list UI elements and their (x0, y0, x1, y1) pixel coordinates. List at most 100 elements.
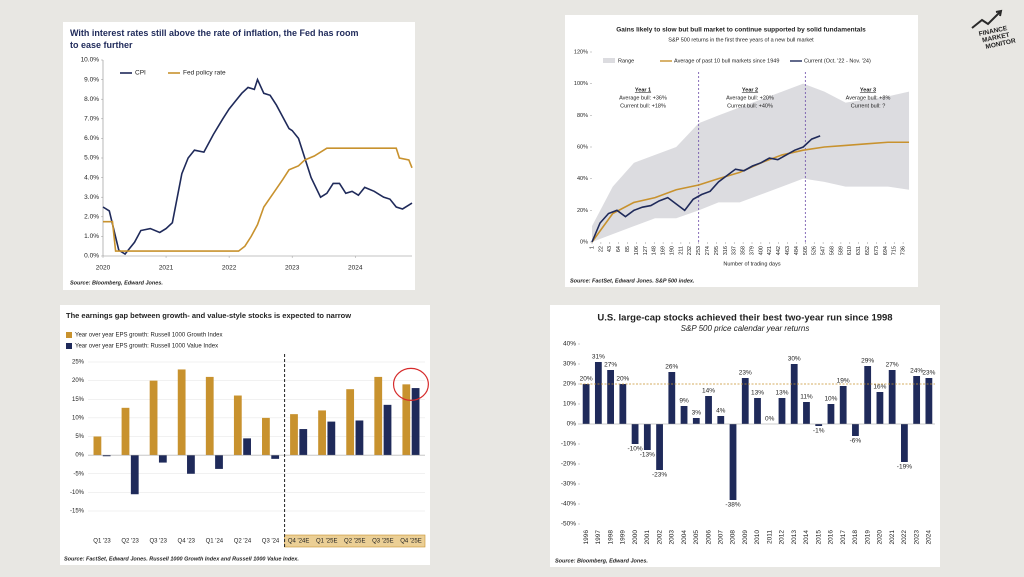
x-tick-label: 505 (803, 246, 809, 255)
x-tick-label: 2003 (669, 530, 676, 545)
bar (815, 424, 823, 426)
x-tick-label: 2008 (730, 530, 737, 545)
y-tick-label: 6.0% (84, 135, 99, 142)
y-tick-label: 5.0% (84, 155, 99, 162)
legend-swatch (66, 332, 72, 338)
x-tick-label: 2000 (632, 530, 639, 545)
x-tick-label: 484 (794, 246, 800, 255)
bar (607, 370, 614, 424)
y-tick-label: -40% (561, 501, 576, 508)
legend-label: Average of past 10 bull markets since 19… (674, 58, 779, 64)
bar (631, 424, 639, 444)
x-tick-label: Q1 '25E (316, 539, 338, 545)
annotation: Current bull: ? (851, 103, 886, 109)
y-tick-label: 8.0% (84, 96, 99, 103)
value-label: 14% (702, 388, 715, 395)
y-tick-label: 100% (574, 81, 588, 87)
bar (233, 395, 242, 456)
bar (121, 407, 130, 456)
bar (262, 417, 270, 456)
y-tick-label: 1.0% (84, 233, 99, 240)
value-label: 29% (861, 358, 874, 365)
y-tick-label: -10% (561, 441, 576, 448)
x-tick-label: 2021 (889, 530, 896, 545)
bar (177, 369, 186, 456)
source: Source: Bloomberg, Edward Jones. (555, 558, 648, 564)
annotation: Average bull: +20% (726, 95, 774, 101)
x-tick-label: 358 (741, 246, 747, 255)
source: Source: FactSet, Edward Jones. Russell 1… (64, 556, 299, 562)
x-tick-label: 568 (829, 246, 835, 255)
y-tick-label: -5% (73, 471, 84, 477)
value-label: 9% (679, 398, 689, 405)
bar (243, 438, 251, 456)
legend-label: Year over year EPS growth: Russell 1000 … (75, 344, 218, 350)
y-tick-label: 4.0% (84, 174, 99, 181)
bar (692, 418, 700, 424)
x-tick-label: 2014 (803, 530, 810, 545)
x-tick-label: 106 (634, 246, 640, 255)
x-tick-label: 190 (669, 246, 675, 255)
legend-label: Fed policy rate (183, 70, 226, 77)
value-label: 20% (580, 376, 593, 383)
bar (852, 424, 859, 436)
value-label: -6% (850, 438, 862, 445)
x-tick-label: 1 (589, 246, 595, 249)
bar (102, 455, 111, 457)
x-tick-label: 442 (776, 246, 782, 255)
y-tick-label: 0% (75, 453, 84, 459)
chart-title: Gains likely to slow but bull market to … (616, 27, 866, 34)
bar (876, 392, 884, 424)
bar (656, 424, 663, 470)
x-axis-label: Number of trading days (723, 261, 780, 267)
x-tick-label: 547 (821, 246, 827, 255)
x-tick-label: 736 (901, 246, 907, 255)
x-tick-label: 2006 (705, 530, 712, 545)
value-label: 19% (837, 378, 850, 385)
x-tick-label: 2020 (877, 530, 884, 545)
bar (619, 384, 627, 424)
legend-label: CPI (135, 70, 146, 77)
x-tick-label: 232 (687, 246, 693, 255)
y-tick-label: 40% (563, 341, 576, 348)
bar (383, 404, 392, 456)
chart-title: U.S. large-cap stocks achieved their bes… (597, 313, 892, 324)
y-tick-label: 9.0% (84, 76, 99, 83)
value-label: 23% (922, 370, 935, 377)
x-tick-label: Q3 '24 (262, 539, 280, 545)
bar (582, 384, 590, 424)
value-label: 31% (592, 354, 605, 361)
value-label: -38% (725, 502, 740, 509)
bar (741, 378, 749, 424)
annotation: Current bull: +40% (727, 103, 773, 109)
x-tick-label: 2013 (791, 530, 798, 545)
y-tick-label: 10% (563, 401, 576, 408)
x-tick-label: 316 (723, 246, 729, 255)
bar (680, 406, 688, 424)
chart-title: With interest rates still above the rate… (70, 28, 359, 50)
x-tick-label: 652 (865, 246, 871, 255)
y-tick-label: 80% (577, 113, 588, 119)
logo-icon (971, 11, 1001, 29)
y-tick-label: -15% (70, 509, 85, 515)
bar (158, 455, 167, 463)
value-label: -23% (652, 472, 667, 479)
chart-title: The earnings gap between growth- and val… (66, 311, 351, 320)
annotation: Average bull: +8% (846, 95, 891, 101)
y-tick-label: 10% (72, 415, 85, 421)
x-tick-label: 589 (838, 246, 844, 255)
value-label: 24% (910, 368, 923, 375)
annotation: Current bull: +18% (620, 103, 666, 109)
legend-label: Current (Oct. '22 - Nov. '24) (804, 58, 871, 64)
x-tick-label: 1998 (607, 530, 614, 545)
x-tick-label: 169 (661, 246, 667, 255)
bar (149, 380, 158, 456)
value-label: 11% (800, 394, 813, 401)
y-tick-label: -20% (561, 461, 576, 468)
x-tick-label: 211 (678, 246, 684, 255)
source: Source: FactSet, Edward Jones. S&P 500 i… (570, 278, 695, 284)
bar (215, 455, 223, 469)
x-tick-label: 463 (785, 246, 791, 255)
x-tick-label: 64 (616, 246, 622, 252)
